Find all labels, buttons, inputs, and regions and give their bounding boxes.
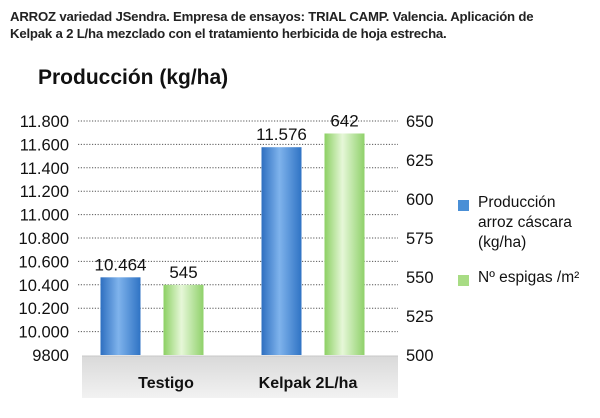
base-band: [82, 356, 398, 398]
right-tick-label: 625: [406, 152, 434, 170]
bars: [100, 133, 365, 355]
legend-swatch-espigas: [458, 275, 469, 286]
right-axis: 500 525 550 575 600 625 650: [406, 113, 434, 365]
left-tick-label: 11.600: [20, 136, 69, 154]
category-label: Testigo: [138, 375, 194, 392]
left-tick-label: 11.000: [20, 207, 69, 225]
legend-swatch-produccion: [458, 200, 469, 211]
left-tick-label: 10.800: [19, 230, 69, 248]
data-label: 10.464: [95, 255, 147, 274]
bar-espigas: [163, 284, 204, 355]
data-labels: 10.464 11.576 545 642: [95, 111, 359, 281]
right-tick-label: 500: [406, 347, 434, 365]
bar-espigas: [324, 133, 365, 355]
header-line-1: ARROZ variedad JSendra. Empresa de ensay…: [10, 9, 534, 24]
bar-produccion: [261, 147, 302, 355]
bar-produccion: [100, 277, 141, 355]
left-tick-label: 10.600: [19, 253, 69, 271]
chart-title: Producción (kg/ha): [38, 66, 229, 89]
category-label: Kelpak 2L/ha: [259, 375, 358, 392]
left-tick-label: 10.400: [19, 277, 69, 295]
right-tick-label: 525: [406, 308, 434, 326]
category-base: [82, 355, 398, 398]
right-tick-label: 550: [406, 269, 434, 287]
left-tick-label: 11.400: [20, 160, 69, 178]
data-label: 11.576: [256, 125, 307, 144]
left-tick-label: 10.000: [19, 324, 69, 342]
legend-label-espigas: Nº espigas /m²: [478, 269, 580, 286]
legend-label-produccion-2: arroz cáscara: [478, 214, 572, 231]
left-axis: 9800 10.000 10.200 10.400 10.600 10.800 11.000…: [19, 113, 69, 365]
data-label: 642: [330, 111, 358, 130]
legend-label-produccion-3: (kg/ha): [478, 234, 527, 251]
right-tick-label: 600: [406, 191, 434, 209]
header-line-2: Kelpak a 2 L/ha mezclado con el tratamie…: [10, 26, 447, 41]
legend-label-produccion-1: Producción: [478, 194, 556, 211]
left-tick-label: 11.800: [20, 113, 69, 131]
right-tick-label: 650: [406, 113, 434, 131]
category-labels: Testigo Kelpak 2L/ha: [138, 375, 357, 392]
left-tick-label: 10.200: [19, 300, 69, 318]
left-tick-label: 11.200: [20, 183, 69, 201]
data-label: 545: [169, 263, 197, 282]
chart-header: ARROZ variedad JSendra. Empresa de ensay…: [10, 8, 590, 42]
left-tick-label: 9800: [32, 347, 69, 365]
right-tick-label: 575: [406, 230, 434, 248]
